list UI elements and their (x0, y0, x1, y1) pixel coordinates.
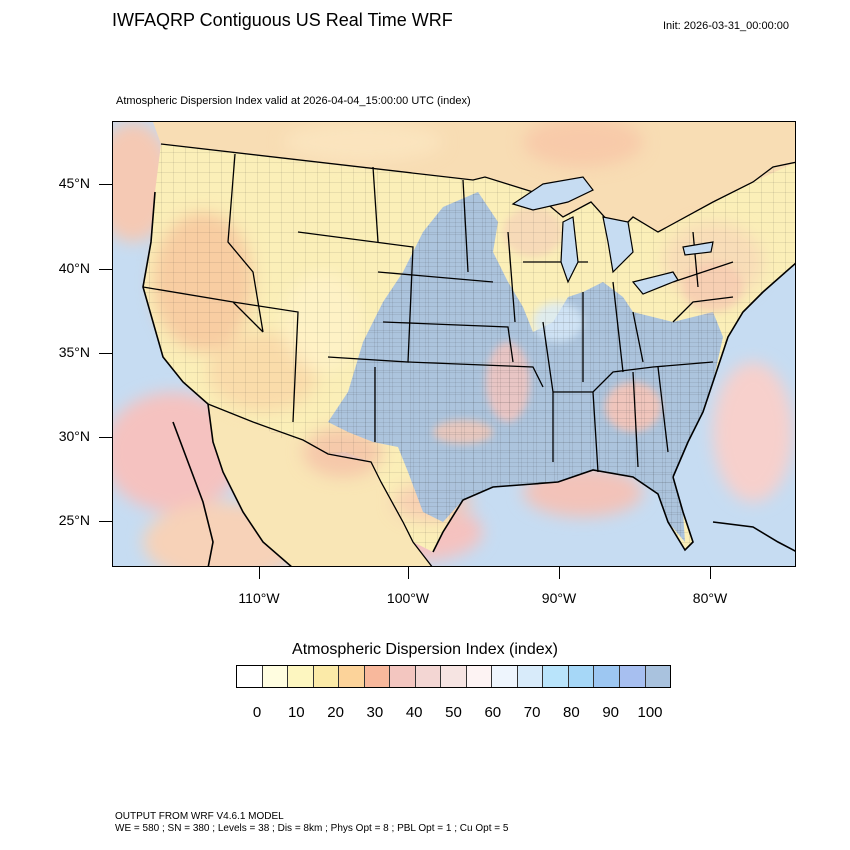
map-panel (112, 121, 796, 567)
lat-label-45: 45°N (58, 175, 90, 191)
colorbar-label: 90 (602, 704, 620, 721)
lon-label-110: 110°W (238, 590, 280, 606)
lon-tick (259, 567, 260, 579)
colorbar-box (594, 666, 620, 687)
dispersion-map (113, 122, 795, 566)
colorbar-box (517, 666, 544, 687)
footer-config: WE = 580 ; SN = 380 ; Levels = 38 ; Dis … (115, 823, 509, 834)
coastlines (142, 191, 795, 566)
colorbar-box (645, 666, 671, 687)
colorbar-box (441, 666, 467, 687)
colorbar-box (543, 666, 569, 687)
colorbar-box (237, 666, 263, 687)
lon-label-90: 90°W (541, 590, 577, 606)
colorbar-title: Atmospheric Dispersion Index (index) (292, 641, 558, 658)
lat-tick (99, 184, 112, 185)
colorbar (236, 665, 671, 688)
colorbar-box (339, 666, 365, 687)
colorbar-label: 40 (405, 704, 423, 721)
colorbar-label: 0 (252, 704, 262, 721)
colorbar-label: 100 (637, 704, 663, 721)
lon-label-80: 80°W (692, 590, 728, 606)
colorbar-box (492, 666, 518, 687)
lat-label-35: 35°N (58, 344, 90, 360)
colorbar-box (466, 666, 493, 687)
great-lakes (511, 176, 714, 295)
lat-tick (99, 437, 112, 438)
lat-tick (99, 521, 112, 522)
colorbar-label: 60 (484, 704, 502, 721)
lon-tick (408, 567, 409, 579)
lat-tick (99, 269, 112, 270)
colorbar-box (619, 666, 646, 687)
lon-tick (710, 567, 711, 579)
lon-label-100: 100°W (386, 590, 430, 606)
init-time: Init: 2026-03-31_00:00:00 (663, 20, 789, 32)
lat-label-25: 25°N (58, 512, 90, 528)
colorbar-label: 10 (287, 704, 305, 721)
colorbar-box (364, 666, 391, 687)
lat-label-40: 40°N (58, 260, 90, 276)
lon-tick (559, 567, 560, 579)
colorbar-label: 20 (327, 704, 344, 721)
colorbar-label: 80 (563, 704, 580, 721)
colorbar-box (262, 666, 289, 687)
lat-label-30: 30°N (58, 428, 90, 444)
colorbar-box (288, 666, 314, 687)
colorbar-box (415, 666, 442, 687)
mexico-landmass (208, 404, 432, 566)
footer-model: OUTPUT FROM WRF V4.6.1 MODEL (115, 811, 284, 822)
lat-tick (99, 353, 112, 354)
colorbar-label: 50 (445, 704, 462, 721)
colorbar-box (390, 666, 416, 687)
chart-title: IWFAQRP Contiguous US Real Time WRF (112, 10, 453, 30)
colorbar-box (568, 666, 595, 687)
colorbar-label: 30 (366, 704, 384, 721)
chart-subtitle: Atmospheric Dispersion Index valid at 20… (116, 95, 471, 107)
colorbar-label: 70 (523, 704, 541, 721)
colorbar-box (313, 666, 340, 687)
